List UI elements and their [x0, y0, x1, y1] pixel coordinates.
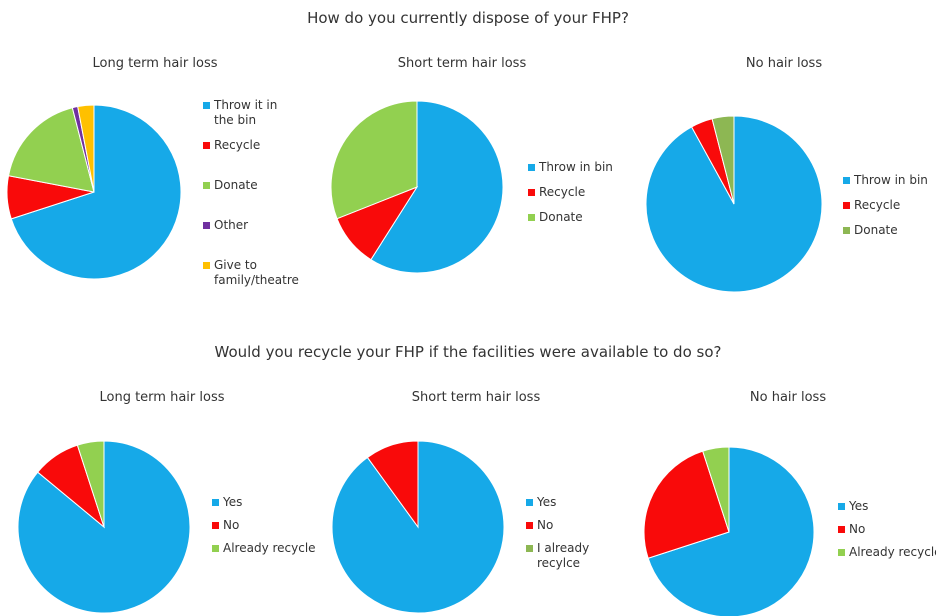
- legend-item: Yes: [212, 495, 322, 510]
- pie-slice-yes: [647, 446, 815, 616]
- legend-label: Recycle: [539, 185, 586, 199]
- pie-slice-no: [643, 450, 730, 559]
- legend-swatch: [838, 503, 845, 510]
- legend-label: No: [537, 518, 554, 532]
- legend-item: Recycle: [203, 138, 295, 153]
- legend-swatch: [203, 222, 210, 229]
- legend-swatch: [843, 177, 850, 184]
- legend-swatch: [838, 526, 845, 533]
- legend-item: Recycle: [528, 185, 638, 200]
- legend-item: Other: [203, 218, 295, 233]
- legend-label: Throw it in the bin: [214, 98, 278, 127]
- legend-item: Throw in bin: [843, 173, 936, 188]
- legend-swatch: [203, 142, 210, 149]
- legend-label: Donate: [214, 178, 258, 192]
- legend-item: Yes: [838, 499, 936, 514]
- legend-item: No: [838, 522, 936, 537]
- pie-slice-yes: [17, 440, 191, 614]
- chart-title: Long term hair loss: [92, 56, 218, 71]
- legend-label: Donate: [539, 210, 583, 224]
- legend-item: Recycle: [843, 198, 936, 213]
- legend-swatch: [526, 499, 533, 506]
- top-section-title: How do you currently dispose of your FHP…: [307, 9, 629, 27]
- bottom-section-title: Would you recycle your FHP if the facili…: [214, 343, 722, 361]
- legend-item: No: [526, 518, 636, 533]
- legend-swatch: [212, 545, 219, 552]
- legend-label: Yes: [849, 499, 869, 513]
- legend-swatch: [203, 262, 210, 269]
- chart-title: Long term hair loss: [99, 390, 225, 405]
- legend-swatch: [203, 182, 210, 189]
- pie-slice-already-recycle: [702, 446, 730, 533]
- legend-item: Yes: [526, 495, 636, 510]
- legend-item: Throw in bin: [528, 160, 638, 175]
- legend-item: Already recycle: [212, 541, 322, 556]
- legend-label: No: [849, 522, 866, 536]
- pie-slice-no: [366, 440, 419, 529]
- pie-slice-donate: [330, 100, 418, 220]
- legend-label: Throw in bin: [854, 173, 928, 187]
- chart-title: No hair loss: [749, 390, 827, 405]
- legend-swatch: [212, 499, 219, 506]
- legend-label: Throw in bin: [539, 160, 613, 174]
- pie-slice-throw-in-bin: [370, 100, 504, 274]
- legend-label: Recycle: [214, 138, 261, 152]
- legend-label: No: [223, 518, 240, 532]
- legend-label: Yes: [537, 495, 557, 509]
- legend-item: Donate: [203, 178, 295, 193]
- legend-label: Give to family/theatre: [214, 258, 299, 287]
- legend-item: I already recylce: [526, 541, 636, 571]
- pie-slice-give-to-family-theatre: [77, 104, 95, 193]
- legend-label: Other: [214, 218, 249, 232]
- legend-label: Already recycle: [849, 545, 936, 559]
- chart-title: Short term hair loss: [397, 56, 527, 71]
- pie-slice-donate: [7, 107, 95, 193]
- pie-slice-throw-it-in-the-bin: [10, 104, 182, 280]
- legend-item: Already recycle: [838, 545, 936, 560]
- legend-swatch: [838, 549, 845, 556]
- legend-swatch: [843, 202, 850, 209]
- legend-swatch: [203, 102, 210, 109]
- legend-swatch: [526, 522, 533, 529]
- legend-item: Throw it in the bin: [203, 98, 295, 128]
- chart-title: No hair loss: [745, 56, 823, 71]
- legend-item: Donate: [528, 210, 638, 225]
- legend-item: Donate: [843, 223, 936, 238]
- legend-item: Give to family/theatre: [203, 258, 299, 288]
- legend-swatch: [528, 214, 535, 221]
- legend-swatch: [843, 227, 850, 234]
- legend-item: No: [212, 518, 322, 533]
- legend-label: Donate: [854, 223, 898, 237]
- chart-title: Short term hair loss: [411, 390, 541, 405]
- legend-label: Recycle: [854, 198, 901, 212]
- pie-slice-donate: [711, 115, 735, 205]
- legend-swatch: [528, 164, 535, 171]
- legend-swatch: [526, 545, 533, 552]
- legend-label: Already recycle: [223, 541, 316, 555]
- pie-slice-already-recycle: [76, 440, 105, 528]
- legend-swatch: [212, 522, 219, 529]
- legend-swatch: [528, 189, 535, 196]
- legend-label: I already recylce: [537, 541, 590, 570]
- legend-label: Yes: [223, 495, 243, 509]
